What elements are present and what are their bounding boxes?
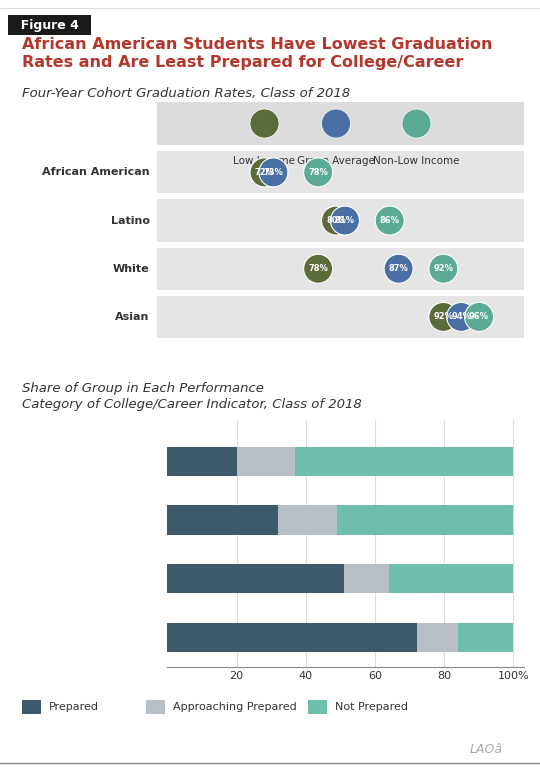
FancyBboxPatch shape [157,151,524,194]
Text: 86%: 86% [380,216,400,225]
Bar [344,564,389,594]
Ellipse shape [303,158,333,187]
Ellipse shape [250,109,279,138]
Text: Not Prepared: Not Prepared [335,702,408,712]
Text: 81%: 81% [335,216,355,225]
Bar [167,564,344,594]
Text: White: White [113,264,150,274]
Ellipse shape [447,302,476,332]
Bar [167,446,237,476]
Text: 87%: 87% [389,264,409,273]
Bar [237,446,295,476]
Text: African American Students Have Lowest Graduation
Rates and Are Least Prepared fo: African American Students Have Lowest Gr… [22,37,492,70]
Bar [295,446,514,476]
Bar [278,505,337,535]
Bar [337,505,514,535]
Text: 92%: 92% [433,312,453,322]
Bar [167,623,416,652]
Text: 78%: 78% [308,168,328,177]
Ellipse shape [321,109,350,138]
Text: 96%: 96% [469,312,489,322]
Ellipse shape [384,254,413,283]
Text: Non-Low Income: Non-Low Income [373,157,460,167]
Ellipse shape [375,206,404,235]
Text: Low Income: Low Income [233,157,295,167]
Bar [416,623,458,652]
Text: Latino: Latino [111,216,150,226]
Text: 94%: 94% [451,312,471,322]
Text: 92%: 92% [433,264,453,273]
Text: 80%: 80% [326,216,346,225]
Text: Group Average: Group Average [297,157,375,167]
FancyBboxPatch shape [157,102,524,145]
Ellipse shape [429,302,458,332]
Text: 78%: 78% [308,264,328,273]
Text: Prepared: Prepared [49,702,99,712]
Ellipse shape [250,158,279,187]
Ellipse shape [464,302,494,332]
Text: African American: African American [42,167,150,177]
Ellipse shape [429,254,458,283]
FancyBboxPatch shape [157,200,524,241]
Text: LAOâ: LAOâ [469,742,502,756]
Bar [389,564,514,594]
Ellipse shape [330,206,360,235]
Text: Four-Year Cohort Graduation Rates, Class of 2018: Four-Year Cohort Graduation Rates, Class… [22,87,350,100]
FancyBboxPatch shape [157,296,524,338]
Ellipse shape [259,158,288,187]
Text: Asian: Asian [115,312,150,322]
Text: 72%: 72% [254,168,274,177]
Ellipse shape [303,254,333,283]
Bar [458,623,514,652]
Ellipse shape [321,206,350,235]
Text: 73%: 73% [264,168,284,177]
Text: Approaching Prepared: Approaching Prepared [173,702,296,712]
FancyBboxPatch shape [157,247,524,290]
Bar [167,505,278,535]
Text: Share of Group in Each Performance
Category of College/Career Indicator, Class o: Share of Group in Each Performance Categ… [22,382,361,411]
Ellipse shape [402,109,431,138]
Text: Figure 4: Figure 4 [12,19,87,32]
